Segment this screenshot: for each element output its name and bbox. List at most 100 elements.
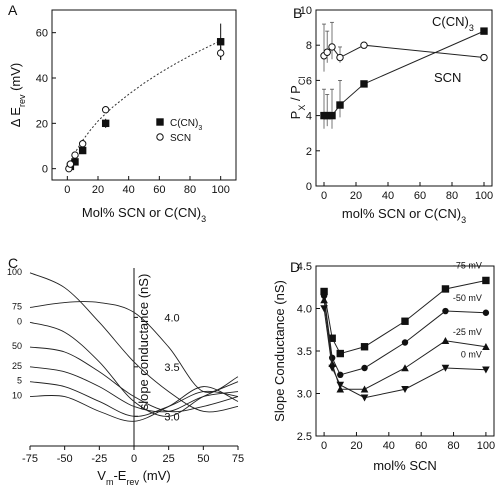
panel-letter: A (8, 2, 18, 18)
x-axis-label: mol% SCN (373, 458, 437, 473)
x-tick-label: -50 (57, 453, 73, 465)
data-point (480, 27, 488, 35)
data-point (441, 364, 450, 372)
data-point (337, 371, 344, 378)
curve (29, 366, 239, 413)
data-point (482, 309, 490, 316)
fit-curve (66, 40, 221, 169)
x-tick-label: 80 (184, 184, 196, 196)
x-tick-label: 60 (414, 190, 426, 202)
legend-marker (156, 133, 164, 141)
x-tick-label: 100 (211, 184, 229, 196)
curve (29, 272, 239, 413)
x-tick-label: 80 (446, 190, 458, 202)
panel-letter: B (293, 5, 302, 21)
data-point (360, 385, 369, 393)
legend-label: C(CN)3 (170, 118, 202, 132)
data-point (480, 53, 488, 62)
x-tick-label: 80 (447, 440, 459, 452)
data-point (442, 307, 449, 315)
curve-label: 5 (17, 376, 22, 386)
data-point (336, 381, 345, 389)
plot-frame (51, 9, 237, 181)
panel-letter: C (8, 255, 18, 271)
series-line (323, 44, 485, 59)
y-tick-label: 6 (306, 75, 312, 87)
x-tick-label: 0 (64, 184, 70, 196)
data-point (320, 296, 328, 304)
curve (29, 386, 239, 422)
x-tick-label: 60 (153, 184, 165, 196)
x-tick-label: 100 (475, 190, 493, 202)
series-label: SCN (434, 70, 461, 85)
panel-letter: D (290, 259, 300, 275)
x-tick-label: 0 (321, 190, 327, 202)
data-point (361, 364, 368, 372)
curve-label: 25 (12, 361, 22, 371)
data-point (78, 146, 87, 155)
data-point (71, 151, 79, 159)
x-tick-label: 20 (92, 184, 104, 196)
data-point (482, 342, 490, 350)
curve-label: 10 (12, 391, 22, 401)
data-point (360, 80, 368, 88)
data-point (78, 140, 87, 148)
x-tick-label: 40 (383, 440, 395, 452)
curve (29, 381, 239, 417)
y-axis-label: Δ Erev (mV) (8, 63, 27, 128)
x-axis-label: Vm-Erev (mV) (97, 468, 170, 486)
data-point (101, 106, 110, 114)
x-tick-label: 20 (350, 190, 362, 202)
data-point (360, 394, 369, 402)
x-tick-label: -25 (91, 453, 107, 465)
data-point (401, 317, 409, 325)
x-tick-label: 40 (123, 184, 135, 196)
panel-b: 0 20 40 60 80 100 0 2 4 6 8 10B PX / PCl mol% SCN or … (288, 5, 493, 225)
data-point (401, 386, 409, 394)
panel-a: 0 20 40 60 80 100 0 20 40 60 A Δ Erev (mV) Mol% SCN … (8, 2, 237, 224)
data-point (328, 364, 336, 372)
series-label: -75 mV (453, 260, 482, 270)
legend-label: SCN (170, 133, 191, 144)
x-tick-label: 20 (350, 440, 362, 452)
y-tick-label: 3.5 (164, 362, 179, 374)
data-point (320, 305, 328, 313)
curve-label: 100 (7, 267, 22, 277)
data-point (323, 48, 331, 56)
data-point (101, 119, 110, 128)
series-label: 0 mV (461, 350, 482, 360)
x-tick-label: 100 (477, 440, 495, 452)
data-point (360, 343, 369, 351)
y-tick-label: 10 (300, 5, 312, 17)
y-tick-label: 4 (306, 111, 312, 123)
y-tick-label: 2 (306, 146, 312, 158)
y-axis-label: PX / PCl (288, 77, 307, 120)
data-point (320, 292, 328, 299)
data-point (482, 366, 490, 374)
series-label: -25 mV (453, 327, 482, 337)
x-axis-label: Mol% SCN or C(CN)3 (82, 205, 206, 224)
y-tick-label: 40 (36, 73, 48, 85)
data-point (360, 41, 368, 49)
x-tick-label: 50 (197, 453, 209, 465)
y-axis-label: slope conductance (nS) (136, 274, 151, 411)
x-tick-label: 25 (163, 453, 175, 465)
data-point (441, 337, 450, 344)
legend-marker (156, 118, 164, 126)
series-label: C(CN)3 (432, 14, 474, 33)
x-tick-label: 0 (131, 453, 137, 465)
x-tick-label: -75 (22, 453, 38, 465)
data-point (482, 276, 490, 285)
data-point (401, 364, 409, 372)
y-tick-label: 3.0 (297, 389, 312, 401)
data-point (336, 385, 345, 393)
curve-label: 50 (12, 341, 22, 351)
x-tick-label: 75 (232, 453, 244, 465)
y-tick-label: 0 (306, 181, 312, 193)
x-axis-label: mol% SCN or C(CN)3 (342, 206, 466, 225)
curve-label: 75 (12, 301, 22, 311)
data-point (441, 285, 450, 293)
y-tick-label: 2.5 (297, 431, 312, 443)
series-label: -50 mV (453, 293, 482, 303)
data-point (216, 38, 225, 46)
